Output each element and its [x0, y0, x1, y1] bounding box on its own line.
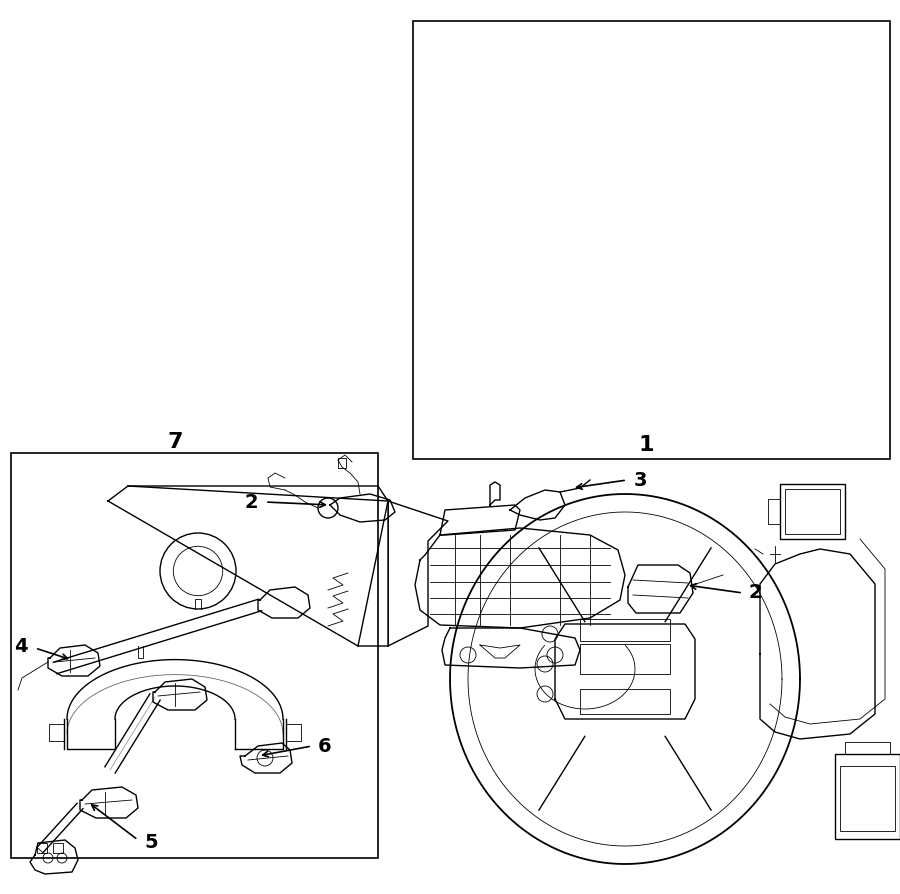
Text: 2: 2 [245, 493, 258, 511]
Bar [835, 754, 900, 839]
Text: 6: 6 [318, 737, 331, 755]
Bar [580, 644, 670, 674]
Text: 7: 7 [167, 432, 184, 451]
Bar [37, 843, 47, 853]
Bar [785, 489, 840, 534]
Text: 2: 2 [748, 584, 761, 603]
Text: 4: 4 [14, 637, 28, 655]
Bar [11, 453, 378, 858]
Bar [840, 766, 895, 831]
Text: 3: 3 [634, 470, 647, 490]
Bar [580, 689, 670, 714]
Bar [413, 21, 890, 459]
Bar [780, 484, 845, 539]
Bar [53, 843, 63, 853]
Bar [580, 619, 670, 641]
Text: 1: 1 [638, 435, 654, 455]
Text: 5: 5 [144, 832, 158, 851]
